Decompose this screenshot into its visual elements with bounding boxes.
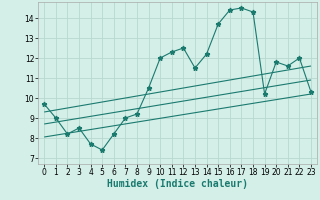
X-axis label: Humidex (Indice chaleur): Humidex (Indice chaleur) (107, 179, 248, 189)
